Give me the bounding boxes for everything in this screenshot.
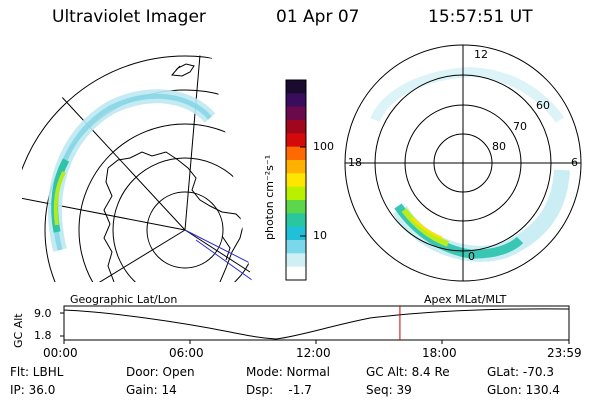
colorbar-band: [286, 200, 306, 214]
time-label: 15:57:51 UT: [428, 7, 533, 27]
mlt-label-0: 0: [468, 250, 475, 263]
info-gain: Gain: 14: [126, 383, 177, 397]
mag-map-label: Apex MLat/MLT: [424, 293, 507, 306]
timeline-xtick-0600: 06:00: [169, 346, 204, 360]
colorbar-band: [286, 226, 306, 241]
colorbar-band: [286, 160, 306, 174]
mlt-label-6: 6: [571, 156, 578, 169]
info-filter: Flt: LBHL: [10, 365, 64, 379]
colorbar-band: [286, 253, 306, 268]
info-gc-alt: GC Alt: 8.4 Re: [366, 365, 450, 379]
colorbar-band: [286, 133, 306, 148]
colorbar-band: [286, 93, 306, 108]
timeline-xtick-1200: 12:00: [296, 346, 331, 360]
instrument-title: Ultraviolet Imager: [52, 7, 206, 27]
timeline-ylabel: GC Alt: [12, 313, 25, 348]
info-glon: GLon: 130.4: [487, 383, 560, 397]
info-dsp: Dsp: -1.7: [246, 383, 312, 397]
colorbar-tick-100: 100: [313, 140, 334, 153]
info-door: Door: Open: [126, 365, 195, 379]
mlat-label-60: 60: [536, 99, 550, 112]
colorbar-band: [286, 173, 306, 188]
timeline-xtick-2359: 23:59: [547, 346, 582, 360]
info-mode: Mode: Normal: [246, 365, 330, 379]
mlat-label-80: 80: [492, 140, 506, 153]
colorbar-unit-label: photon cm⁻²s⁻¹: [263, 154, 276, 240]
colorbar-band: [286, 266, 306, 281]
colorbar-band: [286, 146, 306, 161]
timeline-xtick-1800: 18:00: [422, 346, 457, 360]
geographic-map: [22, 54, 252, 282]
info-seq: Seq: 39: [366, 383, 412, 397]
geo-map-label: Geographic Lat/Lon: [70, 293, 178, 306]
colorbar-band: [286, 186, 306, 201]
colorbar: [286, 80, 306, 281]
info-glat: GLat: -70.3: [487, 365, 554, 379]
mlat-label-70: 70: [513, 120, 527, 133]
timeline-plot: [60, 305, 570, 344]
colorbar-band: [286, 213, 306, 228]
timeline-xtick-0000: 00:00: [43, 346, 78, 360]
mlt-label-18: 18: [348, 156, 362, 169]
timeline-ytick-top: 9.0: [34, 307, 52, 320]
colorbar-tick-10: 10: [313, 229, 327, 242]
info-ip: IP: 36.0: [10, 383, 56, 397]
colorbar-band: [286, 120, 306, 134]
colorbar-band: [286, 240, 306, 254]
magnetic-map: [344, 44, 582, 282]
colorbar-band: [286, 80, 306, 94]
timeline-ytick-bottom: 1.8: [34, 329, 52, 342]
colorbar-band: [286, 106, 306, 121]
date-label: 01 Apr 07: [276, 7, 360, 27]
mlt-label-12: 12: [474, 48, 488, 61]
